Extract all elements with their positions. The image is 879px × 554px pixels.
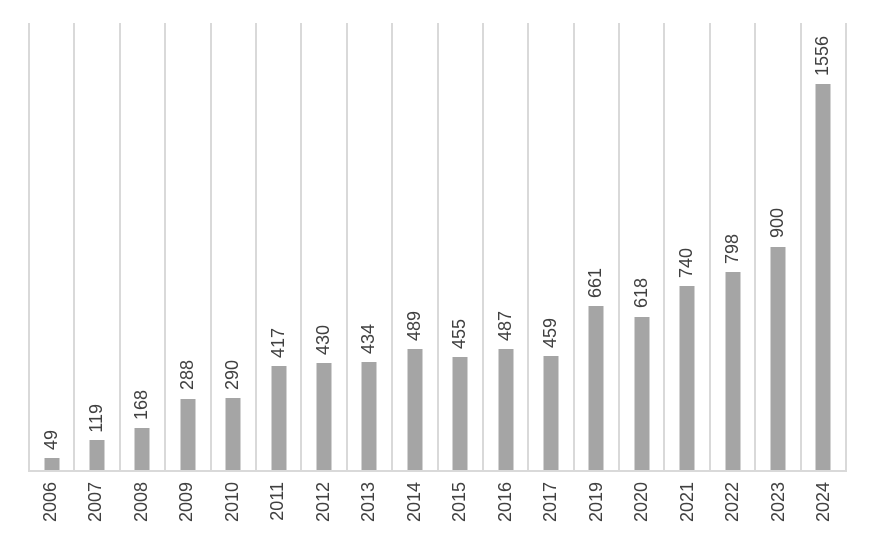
bar xyxy=(180,398,196,470)
x-axis-label-cell: 2006 xyxy=(28,474,74,554)
bar-value-label: 430 xyxy=(313,325,334,356)
bar xyxy=(407,348,423,470)
x-axis-label-cell: 2024 xyxy=(802,474,848,554)
x-axis-label-cell: 2021 xyxy=(665,474,711,554)
x-axis-label-cell: 2008 xyxy=(119,474,165,554)
category-cell: 455 xyxy=(436,23,482,470)
category-cell: 290 xyxy=(209,23,255,470)
category-cell: 417 xyxy=(254,23,300,470)
x-axis-label-cell: 2017 xyxy=(529,474,575,554)
x-axis-label: 2023 xyxy=(767,482,788,523)
bar xyxy=(316,363,332,470)
bar-value-label: 288 xyxy=(176,360,197,391)
x-axis-label-cell: 2011 xyxy=(256,474,302,554)
bar-value-label: 119 xyxy=(86,403,107,433)
bar-value-label: 618 xyxy=(630,278,651,309)
category-cell: 49 xyxy=(28,23,73,470)
x-axis-label: 2017 xyxy=(540,482,561,523)
x-axis-label: 2009 xyxy=(176,482,197,523)
x-axis-label: 2019 xyxy=(585,482,606,523)
category-cell: 434 xyxy=(345,23,391,470)
x-axis-label: 2021 xyxy=(676,482,697,523)
x-axis-label: 2012 xyxy=(312,482,333,523)
bar xyxy=(725,271,741,470)
bar-value-label: 798 xyxy=(721,233,742,264)
x-axis-label-cell: 2022 xyxy=(711,474,757,554)
bar-value-label: 417 xyxy=(267,328,288,359)
bar xyxy=(271,366,287,470)
x-axis-label-cell: 2020 xyxy=(620,474,666,554)
bar xyxy=(361,362,377,470)
bar-value-label: 740 xyxy=(676,248,697,279)
bar xyxy=(815,83,831,470)
x-axis-label-cell: 2019 xyxy=(574,474,620,554)
x-axis-label: 2006 xyxy=(39,482,60,523)
category-cell: 119 xyxy=(73,23,118,470)
bar xyxy=(44,457,60,470)
bar-value-label: 434 xyxy=(358,324,379,355)
category-cell: 487 xyxy=(481,23,527,470)
x-axis-label: 2007 xyxy=(85,482,106,523)
category-cell: 661 xyxy=(572,23,618,470)
bar xyxy=(498,349,514,470)
x-axis-label: 2022 xyxy=(722,482,743,523)
x-axis-label-cell: 2023 xyxy=(756,474,802,554)
x-axis-label-cell: 2007 xyxy=(74,474,120,554)
x-axis-label-cell: 2015 xyxy=(438,474,484,554)
x-axis: 2006 2007 2008 2009 2010 2011 2012 2013 2014 2015… xyxy=(28,474,847,554)
category-cell: 900 xyxy=(754,23,799,470)
bar xyxy=(225,398,241,470)
x-axis-label: 2014 xyxy=(403,482,424,523)
x-axis-label-cell: 2014 xyxy=(392,474,438,554)
bar-value-label: 900 xyxy=(767,208,788,239)
x-axis-label: 2020 xyxy=(631,482,652,523)
bar xyxy=(452,357,468,470)
x-axis-label-cell: 2012 xyxy=(301,474,347,554)
x-axis-label: 2015 xyxy=(449,482,470,523)
category-cell: 430 xyxy=(300,23,345,470)
bar-value-label: 661 xyxy=(585,267,606,298)
bar xyxy=(134,428,150,470)
bar-value-label: 459 xyxy=(540,317,561,348)
category-cell: 618 xyxy=(618,23,663,470)
bar-value-label: 487 xyxy=(494,311,515,342)
bar-value-label: 168 xyxy=(131,390,152,421)
bar xyxy=(770,246,786,470)
category-cell: 798 xyxy=(708,23,754,470)
category-cell: 459 xyxy=(527,23,572,470)
bar xyxy=(634,316,650,470)
x-axis-label: 2010 xyxy=(221,482,242,523)
category-cell: 288 xyxy=(164,23,209,470)
x-axis-label: 2008 xyxy=(130,482,151,523)
bar xyxy=(543,356,559,470)
x-axis-label-cell: 2010 xyxy=(210,474,256,554)
x-axis-label-cell: 2016 xyxy=(483,474,529,554)
bar xyxy=(679,286,695,470)
bar-value-label: 49 xyxy=(40,429,61,450)
bar-value-label: 1556 xyxy=(812,35,833,76)
bar-value-label: 455 xyxy=(449,318,470,349)
x-axis-label: 2016 xyxy=(494,482,515,523)
bar-value-label: 489 xyxy=(403,310,424,341)
category-cell: 1556 xyxy=(799,23,848,470)
category-cell: 740 xyxy=(663,23,708,470)
category-cell: 489 xyxy=(391,23,436,470)
category-cell: 168 xyxy=(118,23,164,470)
x-axis-label-cell: 2013 xyxy=(347,474,393,554)
bar-value-label: 290 xyxy=(222,359,243,390)
bar xyxy=(588,305,604,470)
x-axis-label: 2013 xyxy=(358,482,379,523)
x-axis-label: 2024 xyxy=(813,482,834,523)
bar xyxy=(89,440,105,470)
plot-area: 49 119 168 288 290 417 430 434 489 455 487 459 661 61… xyxy=(28,23,848,472)
x-axis-label-cell: 2009 xyxy=(165,474,211,554)
x-axis-label: 2011 xyxy=(267,482,288,521)
